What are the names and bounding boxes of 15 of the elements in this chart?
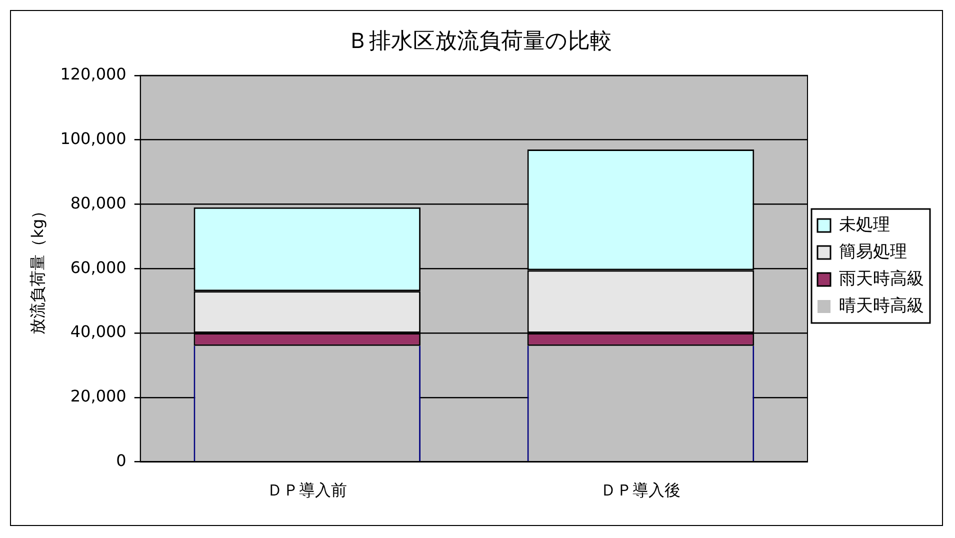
y-tick-label: 60,000	[70, 258, 126, 277]
chart-title: Ｂ排水区放流負荷量の比較	[347, 28, 612, 54]
y-tick-label: 80,000	[70, 193, 126, 212]
y-tick-label: 100,000	[60, 128, 126, 148]
x-tick-label: ＤＰ導入後	[600, 480, 681, 500]
y-tick-label: 120,000	[60, 64, 126, 84]
y-tick-label: 20,000	[70, 386, 126, 406]
y-axis-title: 放流負荷量（kg）	[28, 202, 47, 334]
legend-label: 未処理	[839, 214, 890, 235]
y-tick-label: 40,000	[70, 322, 126, 342]
legend-label: 簡易処理	[839, 242, 907, 262]
legend-label: 晴天時高級	[839, 296, 924, 316]
legend-label: 雨天時高級	[839, 268, 924, 289]
y-tick-label: 0	[116, 450, 126, 470]
x-tick-label: ＤＰ導入前	[267, 480, 348, 500]
